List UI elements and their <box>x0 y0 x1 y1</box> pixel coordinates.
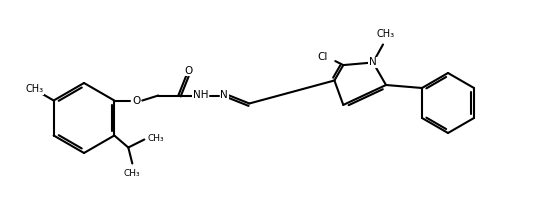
Text: CH₃: CH₃ <box>377 29 395 39</box>
Text: N: N <box>221 91 228 100</box>
Text: CH₃: CH₃ <box>124 169 140 177</box>
Text: NH: NH <box>193 91 208 100</box>
Text: O: O <box>184 66 193 75</box>
Text: N: N <box>369 57 377 67</box>
Text: Cl: Cl <box>317 52 327 62</box>
Text: O: O <box>132 95 140 106</box>
Text: CH₃: CH₃ <box>147 134 164 143</box>
Text: CH₃: CH₃ <box>26 85 44 95</box>
